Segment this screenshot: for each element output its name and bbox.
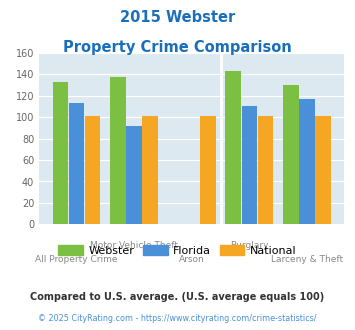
Bar [283,85,299,224]
Bar [142,116,158,224]
Bar [85,116,100,224]
Bar [241,106,257,224]
Text: Compared to U.S. average. (U.S. average equals 100): Compared to U.S. average. (U.S. average … [31,292,324,302]
Text: Motor Vehicle Theft: Motor Vehicle Theft [90,241,178,250]
Bar [200,116,215,224]
Bar [258,116,273,224]
Bar [315,116,331,224]
Text: 2015 Webster: 2015 Webster [120,10,235,25]
Text: Larceny & Theft: Larceny & Theft [271,255,343,264]
Text: Arson: Arson [179,255,204,264]
Bar [53,82,68,224]
Text: © 2025 CityRating.com - https://www.cityrating.com/crime-statistics/: © 2025 CityRating.com - https://www.city… [38,314,317,323]
Text: Burglary: Burglary [230,241,268,250]
Text: All Property Crime: All Property Crime [35,255,118,264]
Bar [69,103,84,224]
Bar [225,71,241,224]
Text: Property Crime Comparison: Property Crime Comparison [63,40,292,54]
Bar [299,99,315,224]
Bar [110,78,126,224]
Bar [126,126,142,224]
Legend: Webster, Florida, National: Webster, Florida, National [54,240,301,260]
